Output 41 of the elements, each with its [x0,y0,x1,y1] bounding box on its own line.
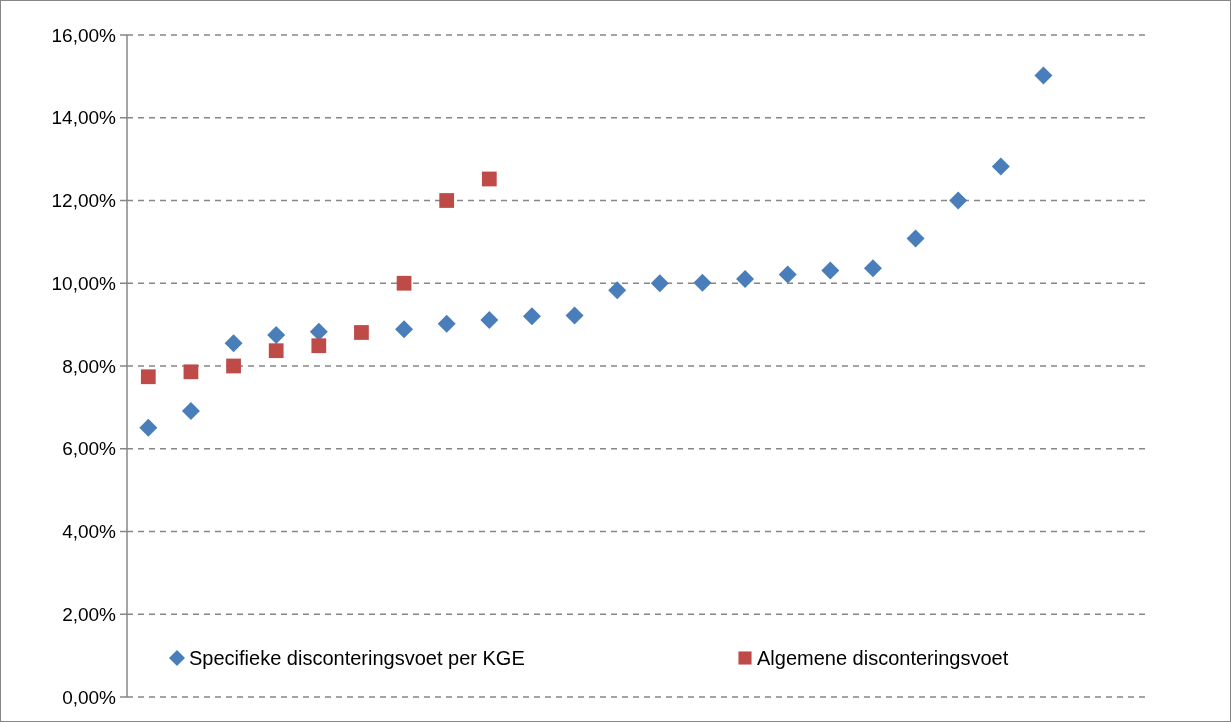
point [480,311,499,330]
point [396,275,412,291]
point [991,157,1010,176]
y-tick-label: 16,00% [51,24,117,46]
y-tick-label: 8,00% [62,355,117,377]
point [693,273,712,292]
point [565,306,584,325]
point [439,193,455,208]
y-tick-label: 4,00% [62,521,117,543]
point [481,171,497,187]
point [224,334,243,353]
point [181,402,200,421]
y-tick-label: 2,00% [62,603,117,625]
point [226,358,241,374]
point [437,314,456,333]
y-tick-label: 10,00% [51,272,117,294]
y-tick-label: 12,00% [51,190,117,212]
point [778,265,797,284]
point [139,418,158,437]
legend-label: Algemene disconteringsvoet [757,647,1009,669]
point [311,338,327,354]
point [906,229,925,248]
point [140,369,156,385]
point [267,325,286,344]
point [268,343,284,359]
point [395,320,414,339]
point [183,364,199,380]
point [736,270,755,289]
point [522,307,541,326]
point [608,281,627,300]
point [354,325,369,340]
legend-label: Specifieke disconteringsvoet per KGE [189,647,525,669]
y-tick-label: 14,00% [51,107,117,129]
point [949,191,968,210]
y-tick-label: 0,00% [62,686,117,708]
y-tick-label: 6,00% [62,438,117,460]
point [1034,66,1053,85]
point [309,322,328,341]
point [650,274,669,293]
point [821,261,840,280]
point [863,259,882,278]
